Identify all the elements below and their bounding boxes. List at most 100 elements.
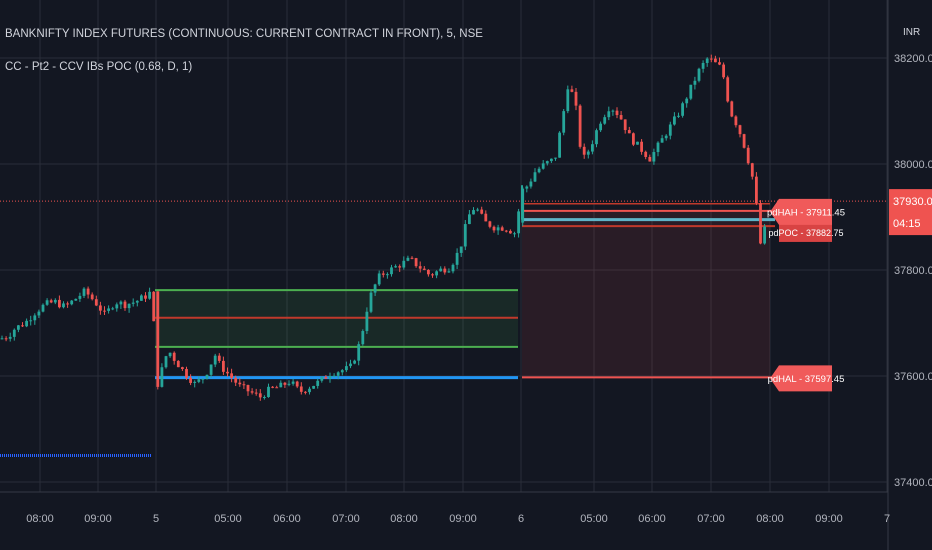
candle-body [677, 115, 680, 117]
candle-body [381, 273, 385, 275]
candle-body [8, 336, 12, 339]
pdpoc-tag-text: pdPOC - 37882.75 [768, 228, 843, 238]
candle-body [599, 123, 602, 131]
price-tick: 38200.00 [894, 53, 932, 65]
candle-body [193, 381, 197, 383]
candle-body [480, 209, 484, 214]
candle-body [701, 62, 705, 69]
candle-body [640, 141, 643, 152]
time-tick: 6 [518, 513, 524, 525]
candle-body [123, 301, 127, 309]
candle-body [586, 151, 590, 155]
candle-body [726, 77, 730, 102]
candle-body [603, 117, 607, 124]
candle-body [722, 64, 725, 78]
candle-body [328, 376, 332, 379]
time-tick: 08:00 [390, 513, 418, 525]
candle-body [349, 363, 352, 367]
candle-body [209, 364, 213, 375]
candle-body [94, 299, 98, 306]
candle-body [689, 84, 693, 99]
candle-body [242, 384, 246, 386]
candle-body [336, 372, 340, 376]
indicator-legend[interactable]: CC - Pt2 - CCV IBs POC (0.68, D, 1) [5, 61, 193, 73]
candle-body [0, 338, 4, 340]
candle-body [545, 161, 549, 164]
candle-body [324, 376, 328, 379]
candle-body [316, 380, 320, 386]
candle-body [103, 310, 106, 312]
candle-body [205, 374, 209, 379]
candle-body [340, 370, 344, 373]
candle-body [562, 111, 566, 133]
candle-body [652, 152, 656, 162]
candle-body [484, 213, 488, 222]
candle-body [172, 352, 176, 361]
candle-body [755, 176, 758, 204]
candle-body [271, 386, 274, 388]
candle-body [693, 80, 697, 85]
candles [0, 54, 766, 401]
candle-body [82, 288, 86, 296]
candle-body [234, 378, 238, 383]
candle-body [25, 320, 28, 327]
candle-body [267, 386, 270, 398]
candle-body [99, 305, 102, 311]
candle-body [468, 214, 471, 225]
candle-body [611, 110, 615, 112]
candle-body [455, 252, 459, 265]
pdh-tag[interactable]: pdHAH - 37911.45 [767, 198, 845, 225]
candle-body [656, 142, 660, 153]
candle-body [320, 376, 324, 381]
candle-body [714, 58, 717, 63]
candle-body [607, 111, 611, 118]
candle-body [623, 119, 627, 131]
pdl-tag[interactable]: pdHAL - 37597.45 [768, 365, 845, 392]
pdpoc-tag: pdPOC - 37882.75 [768, 219, 844, 242]
candle-body [472, 210, 475, 215]
candle-body [4, 338, 8, 340]
candle-body [685, 98, 689, 104]
candle-body [86, 288, 90, 295]
candle-body [258, 393, 262, 398]
candle-body [246, 385, 250, 392]
candle-body [681, 103, 684, 116]
price-tick: 37800.00 [894, 265, 932, 277]
candle-body [254, 392, 258, 394]
price-tick: 37600.00 [894, 371, 932, 383]
time-tick: 7 [884, 513, 890, 525]
candle-body [595, 130, 598, 145]
time-tick: 05:00 [214, 513, 242, 525]
candle-body [390, 267, 393, 275]
candle-body [263, 397, 266, 399]
candle-body [517, 211, 520, 234]
candle-body [537, 168, 541, 173]
candle-body [578, 105, 582, 147]
time-tick: 08:00 [756, 513, 784, 525]
candle-body [427, 269, 430, 275]
candle-body [406, 257, 410, 261]
candle-body [525, 186, 529, 189]
candle-body [140, 295, 143, 301]
candle-body [287, 383, 291, 385]
candle-body [312, 385, 315, 389]
candle-body [226, 371, 229, 374]
candle-body [488, 221, 492, 227]
time-tick: 09:00 [84, 513, 112, 525]
candle-body [176, 360, 180, 368]
candle-body [763, 226, 766, 244]
candle-body [509, 230, 512, 234]
symbol-title[interactable]: BANKNIFTY INDEX FUTURES (CONTINUOUS: CUR… [5, 28, 483, 40]
candle-body [148, 291, 151, 299]
candle-body [476, 209, 479, 211]
candle-body [746, 147, 750, 164]
candle-body [554, 157, 557, 159]
candle-body [107, 308, 110, 311]
candle-body [668, 124, 672, 136]
candle-body [459, 246, 463, 253]
candle-body [181, 367, 184, 369]
candle-body [37, 311, 41, 316]
candle-body [644, 151, 648, 157]
candle-body [58, 299, 61, 308]
